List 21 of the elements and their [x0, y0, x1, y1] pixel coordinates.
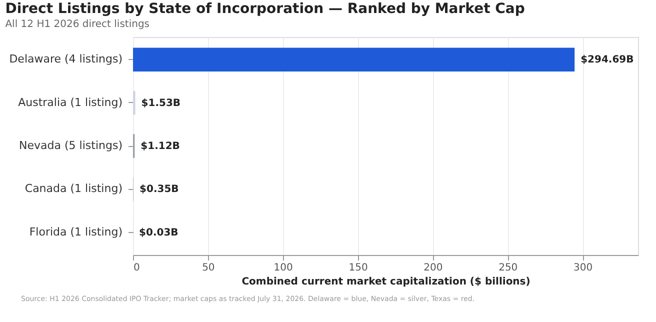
data-label: $0.03B: [139, 227, 178, 238]
bar: [133, 48, 575, 72]
y-tick-label: Nevada (5 listings): [19, 139, 122, 152]
y-tick-label: Florida (1 listing): [29, 225, 122, 238]
x-tick-label: 150: [348, 262, 368, 274]
y-tick-label: Canada (1 listing): [24, 182, 122, 196]
x-tick-label: 300: [574, 262, 593, 274]
x-axis-title: Combined current market capitalization ($ billions): [242, 276, 530, 288]
y-tick-label: Delaware (4 listings): [9, 52, 122, 66]
data-label: $1.53B: [141, 98, 181, 109]
x-tick-label: 50: [202, 262, 215, 274]
data-label: $1.12B: [140, 141, 180, 152]
x-tick-label: 100: [274, 262, 293, 274]
x-tick-label: 200: [424, 262, 443, 274]
chart-subtitle: All 12 H1 2026 direct listings: [5, 19, 150, 30]
x-tick-label: 0: [134, 262, 140, 274]
data-label: $0.35B: [140, 184, 179, 196]
data-label: $294.69B: [580, 54, 634, 66]
x-tick-label: 250: [498, 262, 518, 274]
y-tick-label: Australia (1 listing): [18, 96, 122, 109]
chart-title: Direct Listings by State of Incorporation — Ranked by Market Cap: [5, 1, 525, 17]
